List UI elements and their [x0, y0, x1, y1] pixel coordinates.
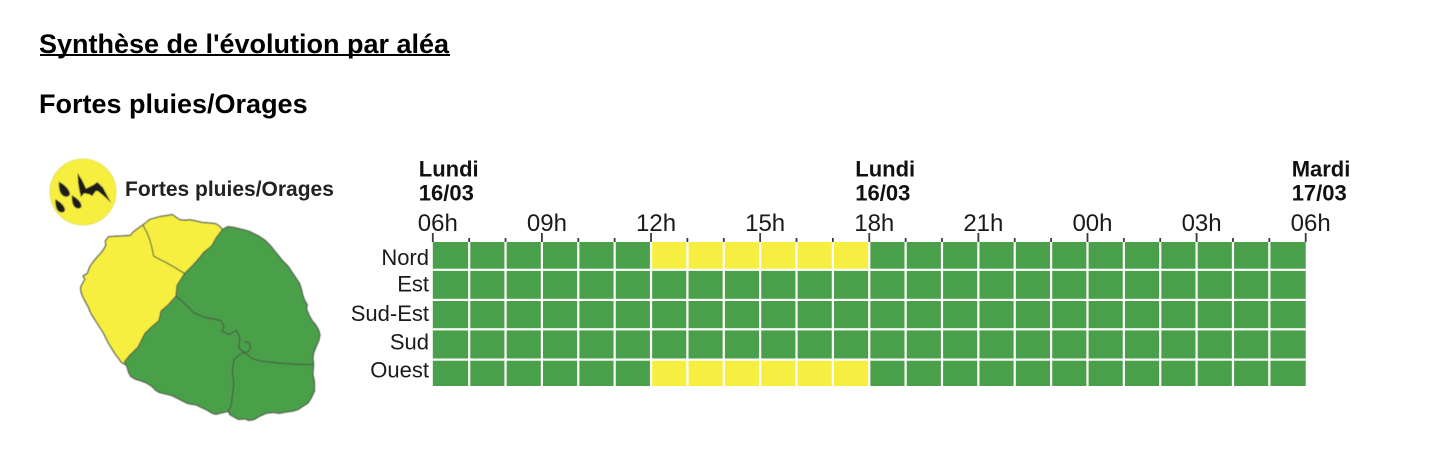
svg-text:12h: 12h — [636, 210, 676, 237]
svg-text:Nord: Nord — [381, 245, 429, 270]
svg-text:Fortes pluies/Orages: Fortes pluies/Orages — [125, 178, 334, 201]
svg-text:06h: 06h — [418, 210, 458, 237]
svg-text:06h: 06h — [1291, 210, 1331, 237]
svg-text:Lundi: Lundi — [419, 157, 479, 182]
svg-text:21h: 21h — [963, 210, 1003, 237]
svg-text:09h: 09h — [527, 210, 567, 237]
svg-text:18h: 18h — [854, 210, 894, 237]
svg-text:Lundi: Lundi — [855, 157, 915, 182]
svg-text:Est: Est — [397, 272, 429, 297]
svg-text:Sud-Est: Sud-Est — [351, 301, 429, 326]
svg-text:16/03: 16/03 — [419, 181, 474, 206]
svg-text:Mardi: Mardi — [1292, 157, 1351, 182]
svg-text:03h: 03h — [1182, 210, 1222, 237]
svg-text:00h: 00h — [1072, 210, 1112, 237]
svg-text:16/03: 16/03 — [855, 181, 910, 206]
svg-text:17/03: 17/03 — [1292, 181, 1347, 206]
svg-text:Sud: Sud — [390, 330, 429, 355]
svg-text:Ouest: Ouest — [370, 358, 429, 383]
svg-text:15h: 15h — [745, 210, 785, 237]
